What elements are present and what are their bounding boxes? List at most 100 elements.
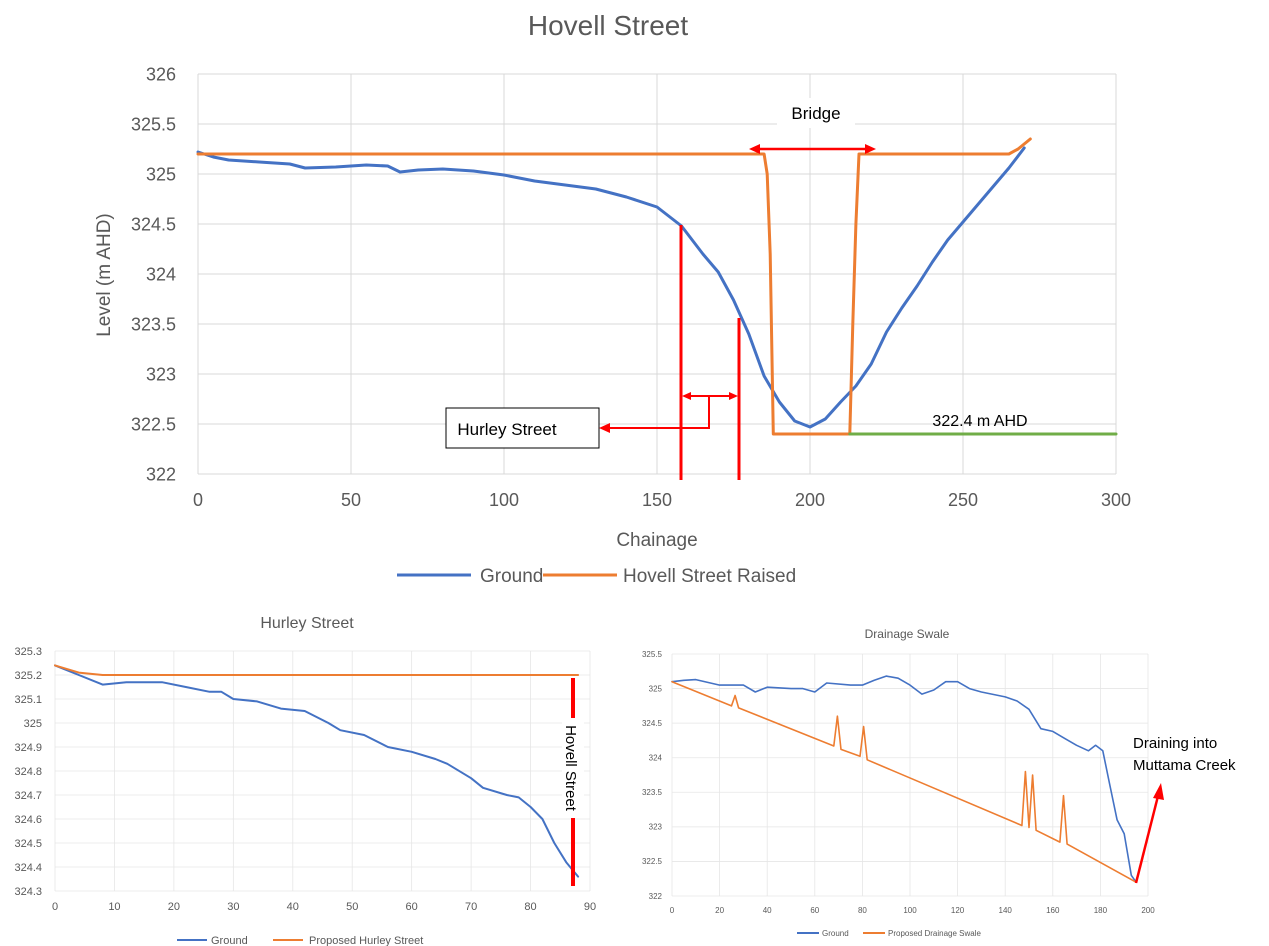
swale-series-group (671, 675, 1137, 884)
hovell-street-marker: Hovell Street (562, 678, 584, 886)
swale-x-tick-2: 40 (763, 906, 772, 915)
swale-x-tick-7: 140 (999, 906, 1013, 915)
hurley-y-tick-8: 325.1 (14, 694, 42, 706)
swale-x-tick-5: 100 (903, 906, 917, 915)
main-series-group (196, 137, 1118, 436)
main-legend: Ground Hovell Street Raised (397, 566, 796, 587)
main-series-line-1 (196, 137, 1032, 436)
drainage-swale-chart: Drainage Swale 322322.5323323.5324324.53… (642, 627, 1236, 938)
hurley-legend-ground-label: Ground (211, 935, 248, 946)
bridge-label-box (777, 98, 855, 128)
swale-legend-ground-label: Ground (822, 929, 849, 938)
main-gridlines (197, 73, 1117, 475)
swale-y-tick-7: 325.5 (642, 650, 663, 659)
hurley-y-tick-0: 324.3 (14, 886, 42, 898)
hurley-span-left-head (682, 392, 691, 400)
swale-y-tick-0: 322 (649, 892, 663, 901)
main-y-tick-5: 324.5 (131, 214, 176, 234)
hurley-legend: Ground Proposed Hurley Street (177, 935, 423, 946)
hurley-x-tick-5: 50 (346, 901, 358, 913)
hurley-leader-head (599, 423, 610, 433)
swale-x-tick-9: 180 (1094, 906, 1108, 915)
swale-series-line-0 (671, 675, 1137, 884)
hurley-y-tick-9: 325.2 (14, 670, 42, 682)
hurley-x-tick-3: 30 (227, 901, 239, 913)
hovell-marker-label: Hovell Street (562, 725, 579, 812)
main-y-tick-0: 322 (146, 464, 176, 484)
hurley-x-tick-9: 90 (584, 901, 596, 913)
hurley-y-tick-4: 324.7 (14, 790, 42, 802)
main-y-tick-6: 325 (146, 164, 176, 184)
hurley-y-tick-2: 324.5 (14, 838, 42, 850)
hurley-legend-proposed-label: Proposed Hurley Street (309, 935, 423, 946)
draining-label-line1: Draining into (1133, 735, 1217, 752)
legend-raised-label: Hovell Street Raised (623, 566, 796, 587)
hurley-street-chart: Hurley Street 324.3 324.4 324.5 324.6 324.7 3… (14, 615, 596, 946)
hurley-x-tick-1: 10 (108, 901, 120, 913)
level-322-4-label: 322.4 m AHD (932, 413, 1027, 430)
hurley-street-annotation: Hurley Street (445, 225, 741, 480)
hurley-chart-title: Hurley Street (260, 615, 354, 632)
hurley-y-tick-5: 324.8 (14, 766, 42, 778)
bridge-arrow-right-head (865, 144, 876, 154)
swale-y-tick-labels: 322 322.5 323 323.5 324 324.5 325 325.5 (642, 650, 663, 901)
hurley-series-line-1 (54, 664, 580, 676)
main-x-tick-1: 50 (341, 490, 361, 510)
main-x-tick-3: 150 (642, 490, 672, 510)
draining-arrow-line (1134, 795, 1160, 884)
hurley-gridlines (54, 650, 591, 892)
hurley-y-tick-1: 324.4 (14, 862, 42, 874)
main-chart-title: Hovell Street (528, 10, 689, 41)
swale-y-tick-5: 324.5 (642, 719, 663, 728)
hurley-y-tick-3: 324.6 (14, 814, 42, 826)
bridge-arrow-left-head (749, 144, 760, 154)
main-x-tick-labels: 0 50 100 150 200 250 300 (193, 490, 1131, 510)
bridge-annotation: Bridge (749, 98, 876, 154)
swale-x-tick-labels: 0 20 40 60 80 100 120 140 160 180 200 (670, 906, 1155, 915)
hurley-label-box (445, 407, 600, 449)
main-y-tick-labels: 322 322.5 323 323.5 324 324.5 325 325.5 326 (131, 64, 176, 484)
hurley-x-tick-4: 40 (287, 901, 299, 913)
swale-x-tick-0: 0 (670, 906, 675, 915)
draining-annotation: Draining into Muttama Creek (1133, 735, 1236, 884)
main-y-axis-label: Level (m AHD) (94, 213, 115, 337)
hurley-series-line-0 (54, 664, 580, 878)
hurley-y-tick-labels: 324.3 324.4 324.5 324.6 324.7 324.8 324.9 325 32… (14, 646, 42, 898)
hurley-x-tick-8: 80 (524, 901, 536, 913)
legend-ground-label: Ground (480, 566, 543, 587)
swale-x-tick-1: 20 (715, 906, 724, 915)
hurley-span-right-head (729, 392, 738, 400)
swale-y-tick-3: 323.5 (642, 788, 663, 797)
swale-legend: Ground Proposed Drainage Swale (797, 929, 981, 938)
bridge-label: Bridge (791, 104, 840, 123)
main-y-tick-1: 322.5 (131, 414, 176, 434)
swale-y-tick-4: 324 (649, 754, 663, 763)
swale-x-tick-3: 60 (810, 906, 819, 915)
hurley-y-tick-6: 324.9 (14, 742, 42, 754)
hurley-x-tick-2: 20 (168, 901, 180, 913)
hurley-x-tick-0: 0 (52, 901, 58, 913)
hovell-marker-label-bg (562, 720, 584, 816)
main-y-tick-8: 326 (146, 64, 176, 84)
main-y-tick-3: 323.5 (131, 314, 176, 334)
swale-x-tick-8: 160 (1046, 906, 1060, 915)
swale-legend-proposed-label: Proposed Drainage Swale (888, 929, 981, 938)
hurley-y-tick-10: 325.3 (14, 646, 42, 658)
swale-gridlines (671, 653, 1149, 897)
swale-y-tick-1: 322.5 (642, 857, 663, 866)
hurley-series-group (54, 664, 580, 878)
hurley-x-tick-7: 70 (465, 901, 477, 913)
swale-x-tick-4: 80 (858, 906, 867, 915)
main-y-tick-7: 325.5 (131, 114, 176, 134)
main-x-tick-0: 0 (193, 490, 203, 510)
main-x-tick-4: 200 (795, 490, 825, 510)
main-x-tick-5: 250 (948, 490, 978, 510)
main-series-line-0 (196, 146, 1026, 429)
main-y-tick-2: 323 (146, 364, 176, 384)
swale-x-tick-6: 120 (951, 906, 965, 915)
draining-arrow-head (1153, 783, 1164, 800)
hovell-street-chart: Hovell Street 322322.5323323.5324324.532… (94, 10, 1131, 587)
main-x-tick-2: 100 (489, 490, 519, 510)
swale-series-line-1 (671, 680, 1137, 884)
